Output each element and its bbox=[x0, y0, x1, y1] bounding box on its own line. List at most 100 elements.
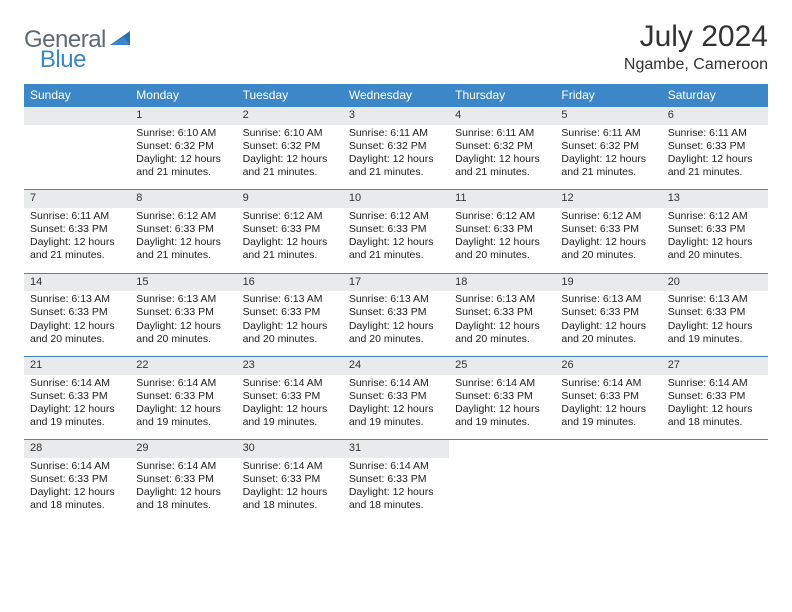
daylight-text: Daylight: 12 hours bbox=[243, 403, 337, 416]
sunset-text: Sunset: 6:33 PM bbox=[561, 306, 655, 319]
day-number-cell: 30 bbox=[237, 440, 343, 458]
sunset-text: Sunset: 6:32 PM bbox=[243, 140, 337, 153]
daylight-text: Daylight: 12 hours bbox=[455, 153, 549, 166]
day-info-cell: Sunrise: 6:14 AMSunset: 6:33 PMDaylight:… bbox=[24, 458, 130, 523]
daylight-text: and 19 minutes. bbox=[30, 416, 124, 429]
sunset-text: Sunset: 6:33 PM bbox=[136, 390, 230, 403]
day-info-cell: Sunrise: 6:14 AMSunset: 6:33 PMDaylight:… bbox=[237, 458, 343, 523]
daylight-text: and 21 minutes. bbox=[349, 166, 443, 179]
day-number-cell: 12 bbox=[555, 190, 661, 208]
sunrise-text: Sunrise: 6:14 AM bbox=[136, 460, 230, 473]
sunrise-text: Sunrise: 6:10 AM bbox=[136, 127, 230, 140]
day-info-cell: Sunrise: 6:14 AMSunset: 6:33 PMDaylight:… bbox=[343, 375, 449, 440]
sunset-text: Sunset: 6:32 PM bbox=[136, 140, 230, 153]
day-info-cell: Sunrise: 6:11 AMSunset: 6:32 PMDaylight:… bbox=[343, 125, 449, 190]
weekday-header: Friday bbox=[555, 84, 661, 107]
daylight-text: and 19 minutes. bbox=[561, 416, 655, 429]
sunset-text: Sunset: 6:33 PM bbox=[455, 390, 549, 403]
header: General Blue July 2024 Ngambe, Cameroon bbox=[24, 20, 768, 74]
sunrise-text: Sunrise: 6:14 AM bbox=[349, 460, 443, 473]
sunset-text: Sunset: 6:33 PM bbox=[455, 306, 549, 319]
sunrise-text: Sunrise: 6:12 AM bbox=[455, 210, 549, 223]
day-number-cell: 25 bbox=[449, 356, 555, 374]
sunrise-text: Sunrise: 6:11 AM bbox=[668, 127, 762, 140]
day-number-cell: 27 bbox=[662, 356, 768, 374]
sunset-text: Sunset: 6:33 PM bbox=[243, 223, 337, 236]
daylight-text: and 19 minutes. bbox=[455, 416, 549, 429]
day-info-cell bbox=[555, 458, 661, 523]
daylight-text: Daylight: 12 hours bbox=[349, 153, 443, 166]
day-number-cell: 9 bbox=[237, 190, 343, 208]
day-number-cell: 11 bbox=[449, 190, 555, 208]
daylight-text: Daylight: 12 hours bbox=[668, 320, 762, 333]
day-number-cell: 20 bbox=[662, 273, 768, 291]
day-number-cell: 22 bbox=[130, 356, 236, 374]
sunset-text: Sunset: 6:33 PM bbox=[136, 223, 230, 236]
day-info-cell: Sunrise: 6:10 AMSunset: 6:32 PMDaylight:… bbox=[130, 125, 236, 190]
daylight-text: and 21 minutes. bbox=[243, 249, 337, 262]
sunrise-text: Sunrise: 6:13 AM bbox=[668, 293, 762, 306]
daylight-text: and 21 minutes. bbox=[243, 166, 337, 179]
day-info-cell: Sunrise: 6:14 AMSunset: 6:33 PMDaylight:… bbox=[24, 375, 130, 440]
sunrise-text: Sunrise: 6:13 AM bbox=[561, 293, 655, 306]
day-number-cell bbox=[24, 107, 130, 125]
brand-part2: Blue bbox=[40, 46, 86, 74]
day-info-row: Sunrise: 6:14 AMSunset: 6:33 PMDaylight:… bbox=[24, 458, 768, 523]
day-info-row: Sunrise: 6:13 AMSunset: 6:33 PMDaylight:… bbox=[24, 291, 768, 356]
weekday-header: Wednesday bbox=[343, 84, 449, 107]
sunrise-text: Sunrise: 6:14 AM bbox=[243, 377, 337, 390]
day-info-cell: Sunrise: 6:13 AMSunset: 6:33 PMDaylight:… bbox=[449, 291, 555, 356]
day-number-cell: 31 bbox=[343, 440, 449, 458]
daylight-text: and 20 minutes. bbox=[30, 333, 124, 346]
day-info-cell: Sunrise: 6:14 AMSunset: 6:33 PMDaylight:… bbox=[449, 375, 555, 440]
sunrise-text: Sunrise: 6:12 AM bbox=[136, 210, 230, 223]
daylight-text: and 21 minutes. bbox=[455, 166, 549, 179]
day-number-cell: 1 bbox=[130, 107, 236, 125]
calendar-page: General Blue July 2024 Ngambe, Cameroon … bbox=[0, 0, 792, 532]
daylight-text: Daylight: 12 hours bbox=[561, 320, 655, 333]
day-number-cell: 13 bbox=[662, 190, 768, 208]
sunrise-text: Sunrise: 6:10 AM bbox=[243, 127, 337, 140]
sunrise-text: Sunrise: 6:13 AM bbox=[243, 293, 337, 306]
page-title: July 2024 bbox=[624, 20, 768, 54]
day-number-cell: 6 bbox=[662, 107, 768, 125]
day-number-row: 14151617181920 bbox=[24, 273, 768, 291]
location-label: Ngambe, Cameroon bbox=[624, 56, 768, 74]
day-number-cell: 15 bbox=[130, 273, 236, 291]
daylight-text: and 19 minutes. bbox=[243, 416, 337, 429]
daylight-text: Daylight: 12 hours bbox=[136, 153, 230, 166]
daylight-text: Daylight: 12 hours bbox=[668, 236, 762, 249]
day-number-cell: 19 bbox=[555, 273, 661, 291]
day-number-cell: 29 bbox=[130, 440, 236, 458]
day-info-cell: Sunrise: 6:14 AMSunset: 6:33 PMDaylight:… bbox=[130, 375, 236, 440]
weekday-header: Sunday bbox=[24, 84, 130, 107]
daylight-text: Daylight: 12 hours bbox=[30, 486, 124, 499]
day-info-cell: Sunrise: 6:14 AMSunset: 6:33 PMDaylight:… bbox=[237, 375, 343, 440]
daylight-text: Daylight: 12 hours bbox=[136, 486, 230, 499]
day-info-cell: Sunrise: 6:13 AMSunset: 6:33 PMDaylight:… bbox=[237, 291, 343, 356]
sunset-text: Sunset: 6:33 PM bbox=[136, 473, 230, 486]
daylight-text: Daylight: 12 hours bbox=[349, 486, 443, 499]
day-number-row: 123456 bbox=[24, 107, 768, 125]
daylight-text: and 20 minutes. bbox=[561, 249, 655, 262]
day-number-cell bbox=[449, 440, 555, 458]
brand-logo: General Blue bbox=[24, 20, 184, 54]
sunrise-text: Sunrise: 6:14 AM bbox=[455, 377, 549, 390]
day-number-cell: 4 bbox=[449, 107, 555, 125]
sunrise-text: Sunrise: 6:14 AM bbox=[243, 460, 337, 473]
day-info-cell: Sunrise: 6:12 AMSunset: 6:33 PMDaylight:… bbox=[237, 208, 343, 273]
daylight-text: and 20 minutes. bbox=[668, 249, 762, 262]
daylight-text: and 18 minutes. bbox=[349, 499, 443, 512]
sunset-text: Sunset: 6:33 PM bbox=[668, 306, 762, 319]
daylight-text: Daylight: 12 hours bbox=[136, 320, 230, 333]
sunset-text: Sunset: 6:33 PM bbox=[455, 223, 549, 236]
day-info-cell: Sunrise: 6:10 AMSunset: 6:32 PMDaylight:… bbox=[237, 125, 343, 190]
daylight-text: and 21 minutes. bbox=[561, 166, 655, 179]
sunset-text: Sunset: 6:33 PM bbox=[668, 223, 762, 236]
sunset-text: Sunset: 6:33 PM bbox=[30, 306, 124, 319]
day-info-cell: Sunrise: 6:14 AMSunset: 6:33 PMDaylight:… bbox=[343, 458, 449, 523]
daylight-text: and 21 minutes. bbox=[136, 249, 230, 262]
sunrise-text: Sunrise: 6:14 AM bbox=[30, 377, 124, 390]
day-number-cell: 26 bbox=[555, 356, 661, 374]
day-info-cell: Sunrise: 6:13 AMSunset: 6:33 PMDaylight:… bbox=[343, 291, 449, 356]
